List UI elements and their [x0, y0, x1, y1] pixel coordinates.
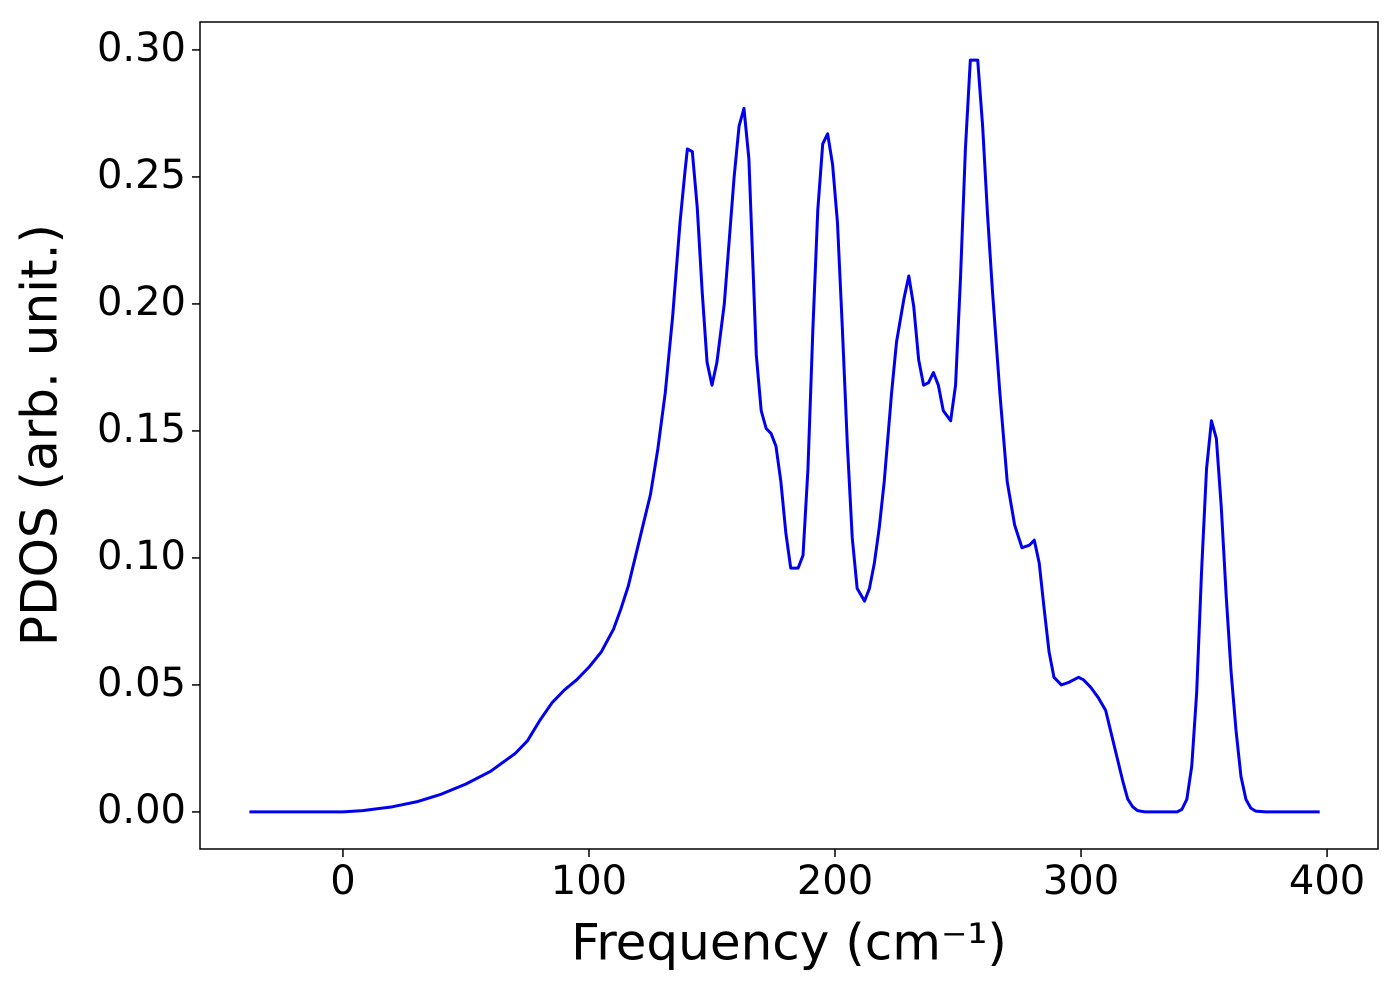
y-tick-label: 0.05: [97, 660, 186, 706]
y-tick-label: 0.30: [97, 25, 186, 71]
line-series: [249, 58, 1320, 814]
x-axis-label: Frequency (cm⁻¹): [571, 914, 1007, 972]
x-tick-label: 400: [1289, 858, 1365, 904]
plot-frame: [199, 21, 1379, 850]
y-axis-label: PDOS (arb. unit.): [11, 224, 69, 646]
x-tick-label: 200: [797, 858, 873, 904]
y-tick-label: 0.10: [97, 533, 186, 579]
x-tick-label: 300: [1043, 858, 1119, 904]
x-tick-label: 0: [330, 858, 355, 904]
x-tick-label: 100: [551, 858, 627, 904]
y-tick-label: 0.20: [97, 279, 186, 325]
y-tick-label: 0.00: [97, 787, 186, 833]
y-tick-label: 0.15: [97, 406, 186, 452]
y-tick-label: 0.25: [97, 152, 186, 198]
